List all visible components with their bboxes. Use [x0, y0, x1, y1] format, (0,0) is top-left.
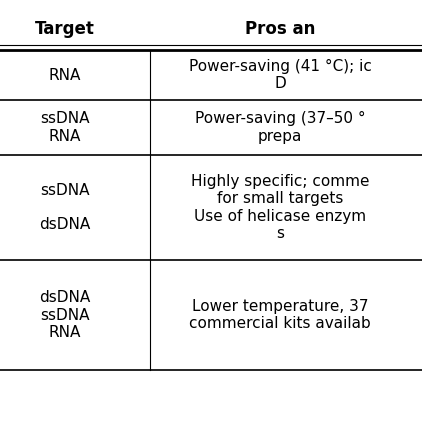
- Text: Target: Target: [35, 20, 95, 38]
- Text: Pros an: Pros an: [245, 20, 315, 38]
- Text: ssDNA
RNA: ssDNA RNA: [40, 111, 90, 144]
- Text: Power-saving (37–50 °
prepa: Power-saving (37–50 ° prepa: [195, 111, 365, 144]
- Text: ssDNA

dsDNA: ssDNA dsDNA: [39, 183, 91, 233]
- Text: Power-saving (41 °C); ic
D: Power-saving (41 °C); ic D: [189, 59, 371, 91]
- Text: RNA: RNA: [49, 68, 81, 82]
- Text: Lower temperature, 37
commercial kits availab: Lower temperature, 37 commercial kits av…: [189, 299, 371, 331]
- Text: Highly specific; comme
for small targets
Use of helicase enzym
s: Highly specific; comme for small targets…: [191, 174, 369, 241]
- Text: dsDNA
ssDNA
RNA: dsDNA ssDNA RNA: [39, 290, 91, 340]
